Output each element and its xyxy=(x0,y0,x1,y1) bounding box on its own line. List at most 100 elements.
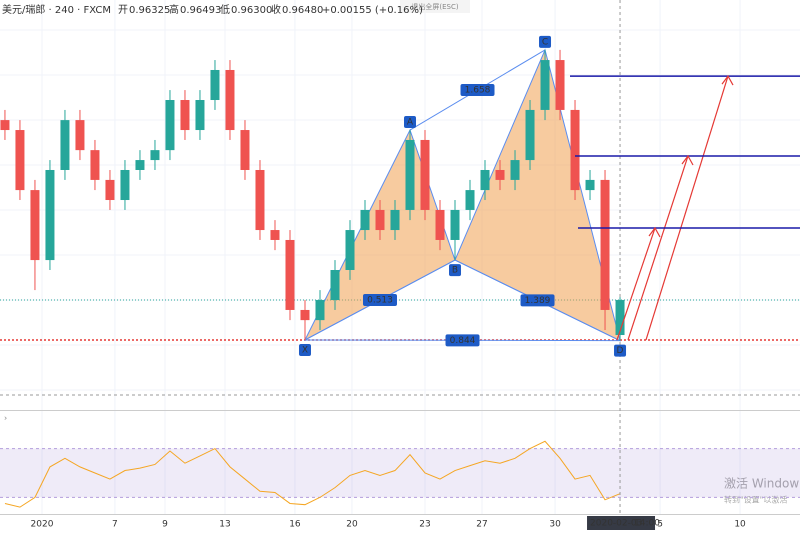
candle-body xyxy=(180,100,190,131)
watermark: 激活 Window xyxy=(724,477,799,491)
point-label: D xyxy=(617,346,624,356)
oscillator-band xyxy=(0,448,800,498)
x-tick-label: 9 xyxy=(162,520,168,530)
symbol: 美元/瑞郎 · 240 · FXCM xyxy=(2,3,111,16)
candle-body xyxy=(210,69,220,101)
candle-body xyxy=(195,100,205,131)
candle-body xyxy=(495,169,505,180)
x-axis-line xyxy=(0,514,800,515)
candle-body xyxy=(435,209,445,240)
candle-body xyxy=(30,190,40,261)
candle-body xyxy=(465,190,475,210)
ohlc-value: 0.96493 xyxy=(180,5,221,16)
candle-body xyxy=(255,169,265,231)
candle-body xyxy=(405,139,415,210)
point-label: X xyxy=(302,345,308,355)
ratio-box xyxy=(362,294,397,307)
pane-separator xyxy=(0,410,800,411)
ratio-label: 1.658 xyxy=(465,85,491,95)
candle-body xyxy=(525,109,535,161)
ratio-label: 1.389 xyxy=(525,296,551,306)
x-tick-label: 20 xyxy=(346,520,358,530)
x-axis xyxy=(0,514,800,533)
ohlc-key: 收 xyxy=(271,3,281,16)
candle-body xyxy=(165,100,175,151)
candle-body xyxy=(135,160,145,170)
ohlc-value: 0.96300 xyxy=(231,5,272,16)
point-label: B xyxy=(452,266,458,276)
candle-body xyxy=(315,300,325,321)
x-tick-label: 27 xyxy=(476,520,487,530)
candle-body xyxy=(300,309,310,321)
ratio-box xyxy=(460,83,495,96)
candle-body xyxy=(240,130,250,170)
candle-body xyxy=(75,120,85,151)
ohlc-value: 0.96480 xyxy=(282,5,323,16)
candle-body xyxy=(480,169,490,191)
ratio-box xyxy=(445,334,480,347)
point-box xyxy=(298,343,311,356)
cursor-label-box xyxy=(587,516,656,530)
candle-body xyxy=(105,179,115,201)
ratio-label: 0.844 xyxy=(450,336,476,346)
x-tick-label: 5 xyxy=(657,520,663,530)
x-tick-label: 10 xyxy=(734,520,746,530)
cursor-date: 2020-02-03 xyxy=(590,519,642,529)
target-arrow xyxy=(627,155,689,341)
exit-fullscreen[interactable] xyxy=(400,0,470,13)
ratio-box xyxy=(520,294,555,307)
candle-body xyxy=(360,209,370,231)
point-box xyxy=(614,344,627,357)
candle-body xyxy=(345,230,355,270)
point-label: A xyxy=(407,118,414,128)
arrow-head xyxy=(721,74,734,86)
ohlc-key: 高 xyxy=(169,3,179,16)
x-tick-label: 2020 xyxy=(31,520,54,530)
candle-body xyxy=(375,209,385,231)
candle-body xyxy=(540,60,550,110)
candle-body xyxy=(225,69,235,131)
target-arrow xyxy=(645,75,729,341)
x-tick-label: 30 xyxy=(549,520,561,530)
ratio-label: 0.513 xyxy=(367,296,393,306)
target-arrow xyxy=(616,227,656,341)
watermark: 转到"设置"以激活 xyxy=(724,495,787,505)
candle-body xyxy=(270,230,280,240)
x-tick-label: 16 xyxy=(289,520,301,530)
point-box xyxy=(404,116,417,129)
candle-body xyxy=(120,169,130,201)
candle-body xyxy=(90,150,100,180)
x-tick-label: 13 xyxy=(219,520,230,530)
point-box xyxy=(449,264,462,277)
ohlc-value: 0.96325 xyxy=(129,5,170,16)
candle-body xyxy=(150,150,160,161)
cursor-time: 14:00 xyxy=(634,519,660,529)
oscillator-line xyxy=(4,440,621,508)
candle-body xyxy=(285,239,295,310)
point-label: C xyxy=(542,37,548,47)
exit-fullscreen-label[interactable]: 退出全屏(ESC) xyxy=(411,2,458,11)
candle-body xyxy=(15,130,25,191)
x-tick-label: 7 xyxy=(112,520,118,530)
candle-body xyxy=(600,179,610,310)
candle-body xyxy=(420,139,430,210)
candle-body xyxy=(585,179,595,191)
candle-body xyxy=(390,209,400,231)
ohlc-key: 低 xyxy=(220,3,230,16)
candle-body xyxy=(45,169,55,261)
ohlc-key: 开 xyxy=(118,5,128,16)
candle-body xyxy=(570,109,580,191)
arrow-head xyxy=(648,226,661,238)
ohlc-change: +0.00155 (+0.16%) xyxy=(322,5,423,16)
candle-body xyxy=(0,120,10,131)
candle-body xyxy=(450,209,460,240)
point-box xyxy=(539,35,552,48)
arrow-head xyxy=(681,154,694,166)
candle-body xyxy=(330,270,340,301)
candle-body xyxy=(615,300,625,336)
collapse-icon[interactable]: › xyxy=(4,414,7,423)
x-tick-label: 23 xyxy=(419,520,430,530)
candle-body xyxy=(60,120,70,170)
candle-body xyxy=(510,160,520,180)
